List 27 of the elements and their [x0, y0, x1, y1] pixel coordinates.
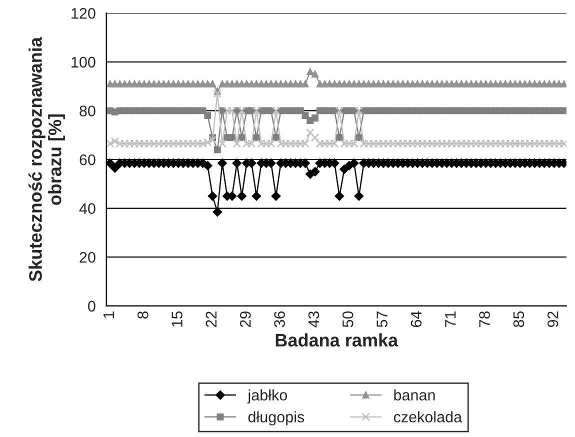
x-tick-label: 85 — [513, 311, 524, 328]
legend-label: czekolada — [394, 411, 462, 422]
legend-label: jabłko — [247, 389, 288, 404]
x-tick-label: 78 — [479, 311, 490, 327]
y-tick-label: 40 — [79, 203, 96, 214]
x-tick-label: 50 — [342, 311, 354, 328]
x-tick-label: 71 — [445, 312, 456, 327]
x-tick-label: 92 — [547, 312, 558, 328]
x-tick-label: 43 — [308, 311, 320, 328]
y-tick-label: 20 — [80, 252, 96, 263]
y-tick-label: 0 — [88, 300, 96, 312]
x-tick-label: 36 — [274, 311, 285, 328]
y-tick-label: 100 — [72, 56, 96, 68]
y-axis-title: Skuteczność rozpoznawania obrazu [%] — [28, 36, 65, 282]
x-tick-label: 57 — [376, 312, 388, 328]
x-tick-label: 22 — [206, 312, 216, 327]
y-tick-label: 60 — [80, 154, 96, 166]
x-tick-label: 64 — [410, 311, 422, 327]
x-tick-label: 29 — [240, 311, 251, 327]
legend-label: długopis — [248, 411, 304, 426]
legend-label: banan — [394, 389, 435, 401]
x-axis-title: Badana ramka — [276, 333, 398, 347]
x-tick-label: 1 — [103, 312, 114, 318]
x-tick-label: 8 — [137, 311, 148, 319]
x-tick-label: 15 — [172, 311, 182, 327]
y-tick-label: 80 — [80, 106, 96, 116]
y-tick-label: 120 — [72, 8, 96, 19]
